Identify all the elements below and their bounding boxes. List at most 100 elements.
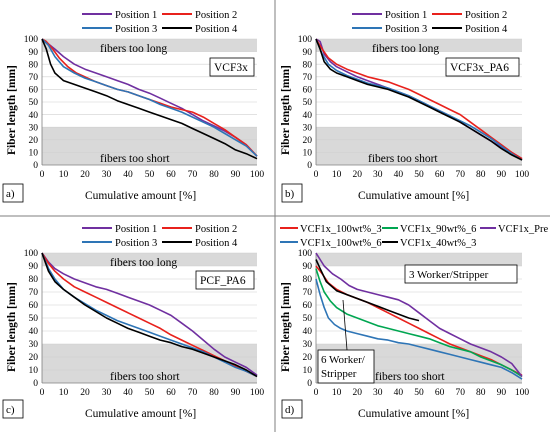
x-tick-label: 20 (352, 170, 362, 180)
shaded-band (42, 39, 257, 52)
y-tick-label: 40 (29, 111, 39, 121)
panel-a-legend: Position 1 Position 2 Position 3 Positio… (82, 10, 238, 35)
x-tick-label: 30 (102, 388, 112, 398)
series-line (315, 38, 523, 160)
x-tick-label: 60 (435, 388, 445, 398)
x-tick-label: 50 (414, 388, 424, 398)
series-line (315, 252, 523, 377)
panel-b-legend: Position 1 Position 2 Position 3 Positio… (352, 10, 508, 35)
panel-a-fibers-too-short: fibers too short (100, 153, 170, 165)
y-tick-label: 90 (29, 262, 39, 272)
x-tick-label: 40 (123, 388, 133, 398)
series-line (315, 38, 523, 161)
legend-label: Position 4 (465, 24, 508, 35)
y-tick-label: 30 (29, 123, 39, 133)
panel-a-fibers-too-long: fibers too long (100, 43, 167, 55)
y-tick-label: 80 (303, 275, 313, 285)
series-line (315, 268, 523, 378)
panel-b-label-box (445, 57, 520, 77)
y-tick-label: 0 (307, 161, 312, 171)
x-tick-label: 30 (373, 388, 383, 398)
y-tick-label: 0 (33, 161, 38, 171)
legend-label: Position 4 (195, 238, 238, 249)
panel-d-letter: d) (285, 404, 295, 416)
y-tick-label: 80 (303, 60, 313, 70)
y-tick-label: 20 (303, 136, 313, 146)
x-tick-label: 20 (80, 388, 90, 398)
panel-a-xlabel: Cumulative amount [%] (85, 190, 196, 202)
x-tick-label: 20 (352, 388, 362, 398)
legend-label: VCF1x_100wt%_3 (300, 224, 382, 235)
y-tick-label: 50 (29, 98, 39, 108)
y-tick-label: 90 (29, 48, 39, 58)
x-tick-label: 90 (497, 388, 507, 398)
legend-label: Position 1 (115, 10, 157, 21)
panel-c-xlabel: Cumulative amount [%] (85, 408, 196, 420)
x-tick-label: 20 (80, 170, 90, 180)
panel-b-xlabel: Cumulative amount [%] (358, 190, 469, 202)
legend-label: VCF1x_Pre (498, 224, 549, 235)
x-tick-label: 90 (497, 170, 507, 180)
y-tick-label: 70 (29, 288, 39, 298)
x-tick-label: 40 (123, 170, 133, 180)
panel-c-label-box (195, 270, 255, 290)
series-line (315, 278, 523, 380)
x-tick-label: 60 (166, 170, 176, 180)
y-tick-label: 60 (303, 86, 313, 96)
x-tick-label: 80 (476, 388, 486, 398)
panel-a-ylabel: Fiber length [mm] (6, 65, 18, 155)
y-tick-label: 100 (24, 35, 39, 45)
legend-label: VCF1x_40wt%_3 (400, 238, 476, 249)
x-tick-label: 0 (314, 170, 319, 180)
panel-a-label: VCF3x (214, 62, 248, 74)
x-tick-label: 50 (145, 388, 155, 398)
x-tick-label: 90 (231, 388, 241, 398)
y-tick-label: 90 (303, 262, 313, 272)
x-tick-label: 70 (188, 170, 198, 180)
x-tick-label: 30 (102, 170, 112, 180)
y-tick-label: 30 (303, 340, 313, 350)
y-tick-label: 30 (303, 123, 313, 133)
y-tick-label: 20 (29, 136, 39, 146)
series-line (41, 252, 258, 376)
legend-label: VCF1x_100wt%_6 (300, 238, 382, 249)
x-tick-label: 60 (166, 388, 176, 398)
panel-c-fibers-too-short: fibers too short (110, 371, 180, 383)
y-tick-label: 40 (303, 327, 313, 337)
y-tick-label: 10 (29, 149, 39, 159)
y-tick-label: 90 (303, 48, 313, 58)
panel-d-ylabel: Fiber length [mm] (280, 282, 292, 372)
x-tick-label: 10 (332, 388, 342, 398)
panel-c-letter-box (2, 399, 24, 419)
y-tick-label: 10 (303, 366, 313, 376)
y-tick-label: 60 (29, 86, 39, 96)
series-line (315, 38, 523, 161)
y-tick-label: 70 (303, 73, 313, 83)
shaded-band (42, 344, 257, 383)
panel-d-plot: 0 10 20 30 40 50 60 70 80 90 100 0 10 20 30 40 50 60 70 80 9… (298, 249, 530, 398)
panel-b-plot: 0 10 20 30 40 50 60 70 80 90 100 0 10 20 30 40 50 60 70 80 9… (298, 35, 530, 180)
x-tick-label: 70 (188, 388, 198, 398)
panel-a: Position 1 Position 2 Position 3 Positio… (2, 10, 265, 203)
y-tick-label: 70 (303, 288, 313, 298)
x-tick-label: 10 (332, 170, 342, 180)
panel-b-letter: b) (285, 188, 295, 200)
annotation-3-worker-stripper: 3 Worker/Stripper (409, 269, 489, 281)
panel-d-xlabel: Cumulative amount [%] (358, 408, 469, 420)
y-tick-label: 80 (29, 275, 39, 285)
annotation-6-box (317, 349, 375, 384)
legend-label: Position 4 (195, 24, 238, 35)
panel-a-plot: 0 10 20 30 40 50 60 70 80 90 100 0 10 20 30 40 50 60 70 80 9… (24, 35, 265, 180)
shaded-band (316, 253, 522, 266)
panel-d-letter-box (281, 399, 303, 419)
legend-label: Position 1 (385, 10, 427, 21)
panel-b-fibers-too-short: fibers too short (368, 153, 438, 165)
x-tick-label: 0 (40, 388, 45, 398)
panel-b-fibers-too-long: fibers too long (372, 43, 439, 55)
panel-c-label: PCF_PA6 (200, 275, 246, 287)
panel-c: Position 1 Position 2 Position 3 Positio… (2, 224, 264, 420)
panel-a-letter: a) (6, 188, 15, 200)
shaded-band (42, 253, 257, 266)
x-tick-label: 100 (515, 388, 530, 398)
